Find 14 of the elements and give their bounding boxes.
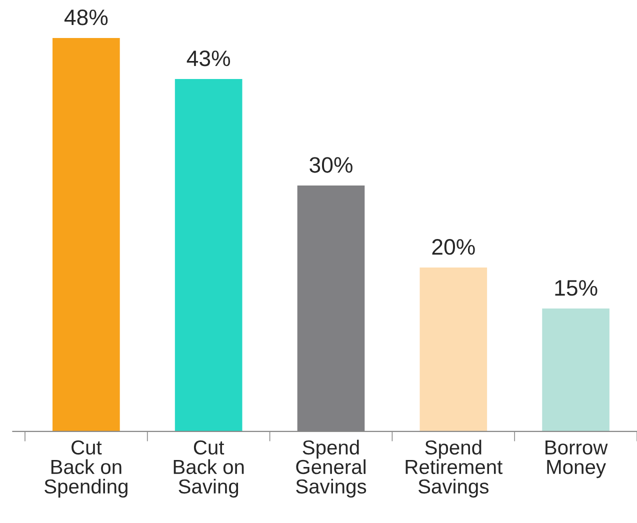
x-tick-label: Spend General Savings	[296, 440, 366, 498]
bar	[542, 308, 610, 432]
data-label: 48%	[64, 10, 108, 26]
x-tick-label: Spend Retirement Savings	[406, 440, 502, 498]
data-label: 43%	[186, 50, 230, 66]
data-label: 20%	[432, 239, 475, 255]
data-label: 30%	[310, 157, 352, 173]
data-label: 15%	[555, 280, 598, 296]
bar	[420, 268, 488, 432]
bar	[174, 78, 242, 432]
x-tick-label: Borrow Money	[546, 440, 608, 478]
x-tick-label: Cut Back on Spending	[44, 440, 128, 498]
x-tick-label: Cut Back on Saving	[174, 440, 244, 498]
bar	[52, 38, 120, 432]
